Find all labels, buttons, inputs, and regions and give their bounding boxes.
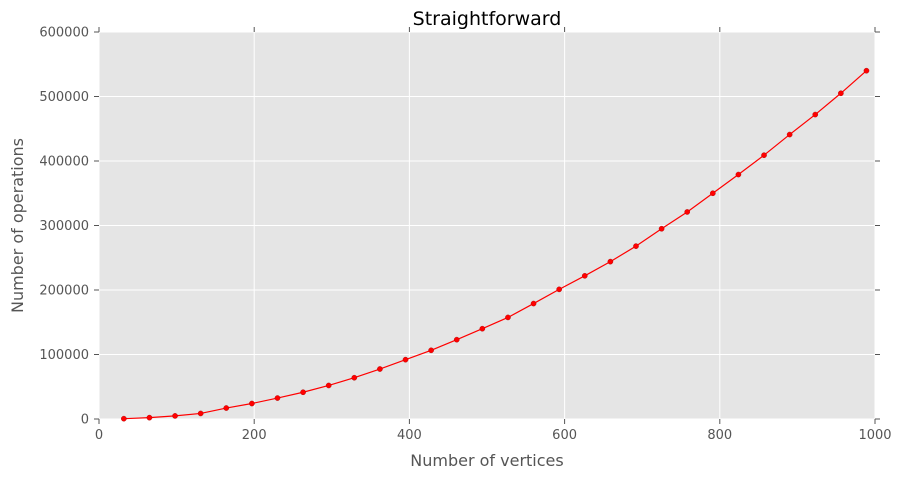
data-point: [581, 273, 588, 279]
data-point: [249, 400, 255, 407]
data-point: [402, 356, 409, 363]
data-point: [453, 336, 460, 343]
y-tick-label: 500000: [39, 90, 89, 105]
x-axis-label: Number of vertices: [410, 451, 563, 470]
gridlines: [98, 31, 876, 420]
x-tick-label: 0: [95, 428, 103, 443]
axis-ticks: [94, 27, 880, 424]
y-tick-label: 100000: [39, 348, 89, 363]
y-tick-label: 300000: [39, 219, 89, 234]
series-layer: [121, 67, 870, 422]
data-point: [505, 314, 511, 321]
data-point: [761, 152, 767, 158]
data-point: [786, 131, 793, 138]
y-axis-label: Number of operations: [8, 138, 27, 313]
x-tick-label: 1000: [858, 428, 891, 443]
x-tick-label: 800: [707, 428, 732, 443]
data-point: [838, 90, 844, 97]
data-point: [197, 410, 204, 417]
data-point: [300, 389, 306, 396]
y-tick-label: 600000: [39, 26, 89, 41]
tick-labels: 0 200 400 600 800 1000 0 100000 200000 300000 4000…: [39, 26, 891, 444]
x-tick-label: 600: [552, 428, 577, 443]
data-point: [863, 67, 870, 74]
data-point: [735, 171, 742, 178]
y-tick-label: 400000: [39, 155, 89, 170]
data-point: [121, 415, 127, 422]
y-tick-label: 0: [81, 413, 89, 428]
x-tick-label: 200: [242, 428, 267, 443]
data-point: [530, 300, 537, 307]
data-point: [658, 225, 665, 232]
x-tick-label: 400: [397, 428, 422, 443]
data-point: [607, 258, 614, 265]
chart-title: Straightforward: [413, 8, 562, 30]
data-point: [710, 190, 716, 197]
data-point: [428, 347, 434, 354]
data-point: [351, 374, 358, 381]
data-point: [812, 111, 819, 118]
series-line: [123, 70, 867, 420]
data-point: [274, 395, 281, 401]
data-point: [684, 209, 691, 215]
data-point: [172, 413, 178, 419]
data-point: [633, 243, 639, 249]
data-point: [146, 414, 153, 421]
y-tick-label: 200000: [39, 284, 89, 299]
data-point: [479, 325, 486, 332]
data-point: [556, 286, 562, 293]
data-point: [325, 382, 332, 389]
data-point: [377, 366, 383, 372]
data-point: [223, 405, 230, 411]
